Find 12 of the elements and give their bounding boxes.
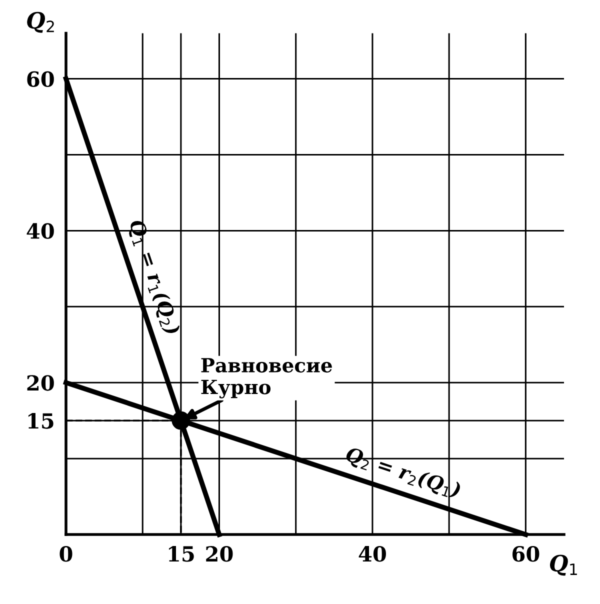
annotation: Равновесие Курно (201, 358, 332, 398)
x-tick-label: 20 (206, 546, 233, 562)
x-tick-label: 15 (168, 546, 194, 562)
x-tick-label: 0 (60, 546, 72, 562)
y-tick-label: 20 (27, 375, 54, 391)
x-tick-label: 60 (512, 546, 540, 562)
y-axis-title: Q$_{2}$ (27, 12, 54, 33)
y-tick-label: 40 (26, 223, 54, 239)
y-tick-label: 60 (27, 71, 54, 88)
y-tick-label: 15 (28, 413, 54, 429)
x-axis-title: Q$_{1}$ (550, 554, 577, 576)
x-tick-label: 40 (358, 546, 386, 562)
